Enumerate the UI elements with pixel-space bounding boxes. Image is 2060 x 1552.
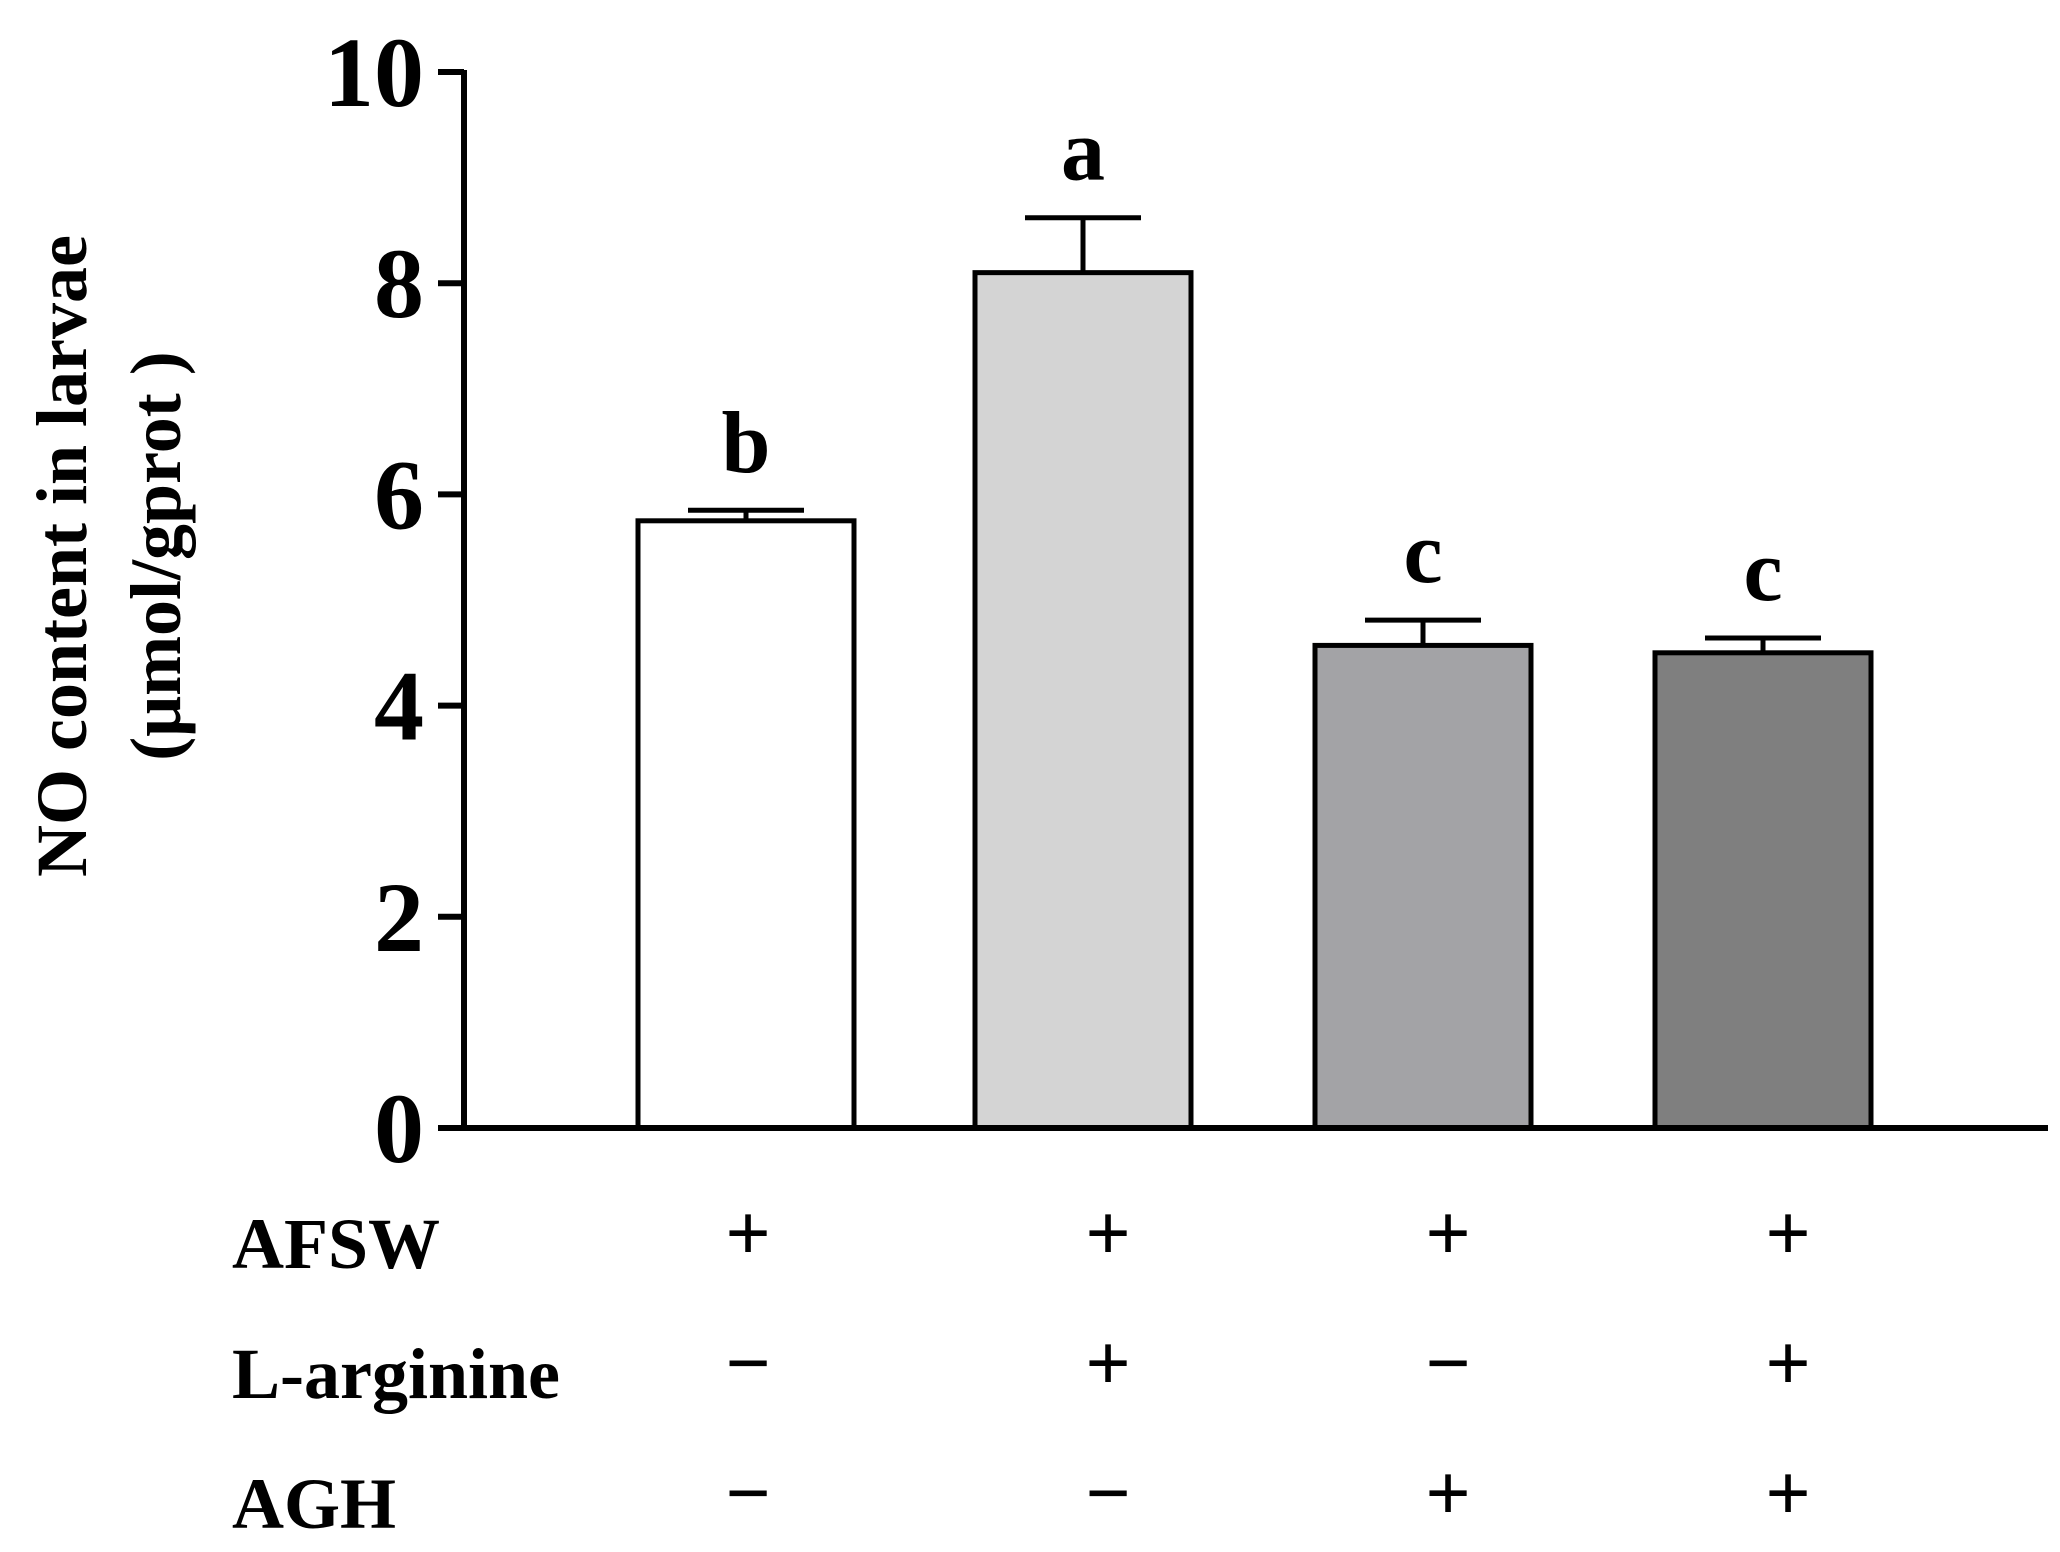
significance-label: c [1403, 505, 1442, 602]
y-axis-label: NO content in larvae (μmol/gprot ) [22, 235, 196, 877]
treatment-sign: + [1765, 1320, 1811, 1408]
bar [1312, 642, 1534, 1131]
treatment-sign: − [725, 1450, 771, 1538]
treatment-sign: − [1425, 1320, 1471, 1408]
y-tick-label: 6 [374, 439, 424, 550]
treatment-sign: + [1765, 1190, 1811, 1278]
treatment-row-label: AGH [232, 1464, 396, 1544]
significance-label: b [722, 395, 771, 492]
treatment-sign: − [725, 1320, 771, 1408]
treatment-row-label: L-arginine [232, 1334, 560, 1414]
treatment-sign: + [1425, 1450, 1471, 1538]
y-tick-label: 8 [374, 228, 424, 339]
treatment-sign: + [1085, 1320, 1131, 1408]
treatment-row-label: AFSW [232, 1204, 440, 1284]
y-axis-label-line-2: (μmol/gprot ) [116, 351, 196, 760]
bars-group: b a c c [635, 103, 1874, 1131]
bar [972, 270, 1194, 1131]
y-tick-label: 10 [324, 17, 424, 128]
bar [635, 518, 857, 1131]
treatment-sign: − [1085, 1450, 1131, 1538]
y-axis: 0 2 4 6 8 10 [324, 17, 467, 1184]
treatment-sign: + [725, 1190, 771, 1278]
significance-label: a [1061, 103, 1105, 200]
y-tick-label: 0 [374, 1073, 424, 1184]
treatment-sign: + [1765, 1450, 1811, 1538]
significance-label: c [1743, 523, 1782, 620]
y-tick-label: 2 [374, 862, 424, 973]
y-tick-label: 4 [374, 651, 424, 762]
y-axis-label-line-1: NO content in larvae [22, 235, 102, 877]
bar [1652, 650, 1874, 1131]
treatment-sign: + [1425, 1190, 1471, 1278]
treatment-sign: + [1085, 1190, 1131, 1278]
treatment-table: AFSW + + + + L-arginine − + − + AGH − − + + [232, 1190, 1811, 1544]
